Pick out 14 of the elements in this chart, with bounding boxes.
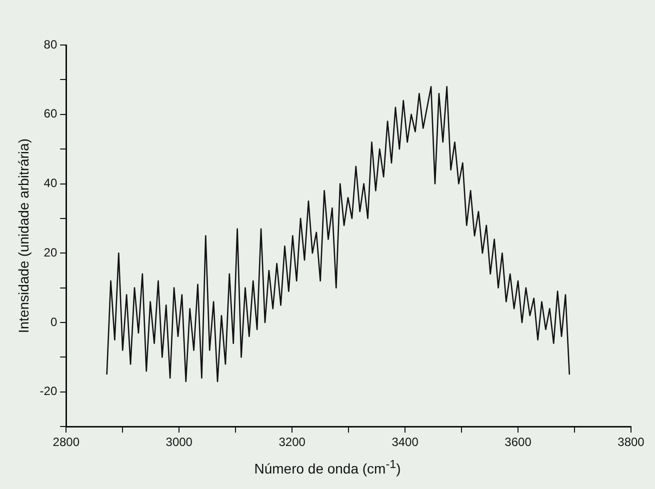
x-tick-label: 3600 — [504, 435, 532, 450]
x-tick-label: 3400 — [392, 435, 419, 450]
y-axis-title: Intensidade (unidade arbitrária) — [15, 138, 32, 334]
x-tick-label: 3800 — [618, 435, 645, 450]
y-tick-label: -20 — [40, 384, 58, 398]
y-tick-label: 0 — [50, 314, 58, 329]
y-tick-label: 60 — [44, 106, 58, 121]
y-tick-label: 20 — [44, 245, 58, 260]
x-axis-title: Número de onda (cm$^{-1}$) — [253, 458, 402, 477]
x-tick-label: 3000 — [166, 435, 193, 450]
x-tick-label: 2800 — [52, 435, 80, 450]
x-tick-label: 3200 — [278, 435, 306, 450]
y-tick-label: 80 — [44, 37, 58, 52]
y-tick-label: 40 — [44, 176, 58, 190]
